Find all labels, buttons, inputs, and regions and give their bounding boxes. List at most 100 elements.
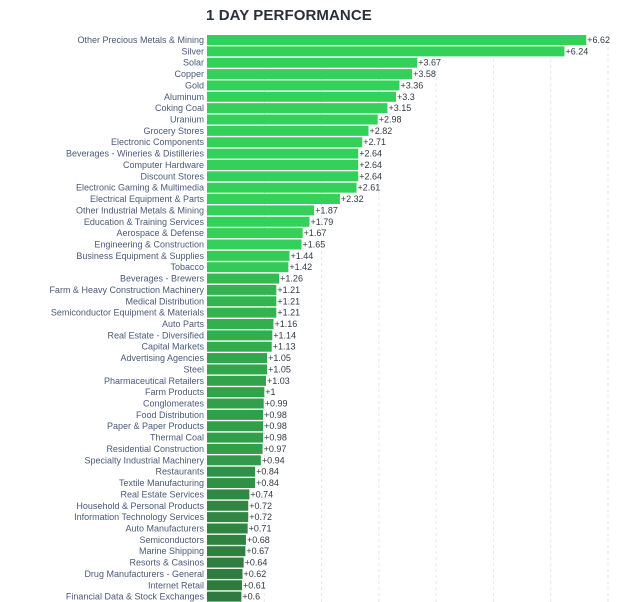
bar [207, 262, 289, 273]
value-label: +0.62 [244, 569, 267, 579]
value-label: +0.72 [249, 501, 272, 511]
value-label: +0.99 [265, 399, 288, 409]
bar [207, 239, 302, 250]
value-label: +2.82 [370, 126, 393, 136]
bar [207, 466, 256, 477]
bar [207, 432, 264, 443]
value-label: +1.21 [277, 296, 300, 306]
category-label: Conglomerates [143, 399, 205, 409]
value-label: +0.94 [262, 455, 285, 465]
category-label: Discount Stores [140, 171, 204, 181]
bar [207, 319, 274, 329]
value-label: +3.15 [388, 103, 411, 113]
category-label: Textile Manufacturing [119, 478, 204, 488]
bar [207, 159, 359, 170]
bar [207, 69, 413, 80]
value-label: +1.65 [303, 239, 326, 249]
value-label: +0.61 [243, 580, 266, 590]
value-label: +2.64 [359, 160, 382, 170]
bar [207, 500, 249, 511]
bar [207, 364, 268, 375]
category-label: Silver [181, 46, 204, 56]
category-label: Other Industrial Metals & Mining [76, 205, 204, 215]
category-label: Medical Distribution [125, 296, 204, 306]
bar [207, 375, 267, 386]
category-label: Aerospace & Defense [116, 228, 204, 238]
value-label: +1.44 [290, 251, 313, 261]
category-label: Semiconductor Equipment & Materials [51, 308, 205, 318]
bar [207, 443, 263, 454]
category-label: Real Estate Services [120, 489, 204, 499]
category-label: Specialty Industrial Machinery [84, 455, 204, 465]
bar [207, 125, 369, 136]
category-label: Uranium [170, 115, 204, 125]
bar [207, 455, 261, 466]
value-label: +0.84 [256, 467, 279, 477]
bar [207, 171, 359, 182]
value-label: +2.32 [341, 194, 364, 204]
category-label: Steel [183, 364, 204, 374]
category-label: Farm Products [145, 387, 205, 397]
bar [207, 103, 388, 114]
category-label: Computer Hardware [123, 160, 204, 170]
value-label: +0.67 [246, 546, 269, 556]
value-label: +1.21 [277, 308, 300, 318]
value-label: +0.71 [249, 523, 272, 533]
value-label: +3.58 [413, 69, 436, 79]
bar [207, 91, 397, 102]
value-label: +0.64 [245, 558, 268, 568]
category-label: Marine Shipping [139, 546, 204, 556]
bars [207, 35, 587, 602]
category-label: Food Distribution [136, 410, 204, 420]
bar [207, 421, 264, 432]
bar [207, 114, 378, 125]
value-label: +2.64 [359, 149, 382, 159]
value-label: +1.87 [315, 205, 338, 215]
category-label: Aluminum [164, 92, 204, 102]
value-label: +1.03 [267, 376, 290, 386]
bar [207, 216, 310, 227]
chart-title: 1 DAY PERFORMANCE [206, 7, 372, 24]
value-label: +0.72 [249, 512, 272, 522]
category-label: Household & Personal Products [76, 501, 204, 511]
bar [207, 409, 264, 420]
category-label: Information Technology Services [74, 512, 204, 522]
bar [207, 46, 565, 57]
category-label: Resorts & Casinos [129, 558, 204, 568]
bar [207, 580, 242, 591]
category-label: Engineering & Construction [94, 239, 204, 249]
bar [207, 182, 357, 193]
value-label: +0.84 [256, 478, 279, 488]
category-label: Thermal Coal [150, 433, 204, 443]
category-label: Internet Retail [148, 580, 204, 590]
bar [207, 341, 272, 352]
value-label: +6.24 [565, 46, 588, 56]
category-label: Gold [185, 80, 204, 90]
category-label: Auto Parts [162, 319, 205, 329]
bar [207, 512, 249, 523]
value-label: +3.67 [418, 58, 441, 68]
bar [207, 307, 277, 318]
bar [207, 273, 280, 284]
value-label: +0.98 [264, 421, 287, 431]
bar [207, 250, 290, 261]
category-label: Paper & Paper Products [107, 421, 205, 431]
value-label: +0.74 [250, 489, 273, 499]
category-label: Advertising Agencies [120, 353, 204, 363]
value-label: +1 [265, 387, 275, 397]
bar [207, 489, 250, 500]
value-labels: +6.62+6.24+3.67+3.58+3.36+3.3+3.15+2.98+… [242, 35, 610, 602]
value-label: +1.67 [304, 228, 327, 238]
bar [207, 284, 277, 295]
value-label: +1.05 [268, 353, 291, 363]
value-label: +2.98 [379, 115, 402, 125]
bar [207, 591, 242, 602]
category-label: Business Equipment & Supplies [76, 251, 204, 261]
category-label: Beverages - Brewers [120, 274, 205, 284]
category-label: Pharmaceutical Retailers [104, 376, 205, 386]
value-label: +2.71 [363, 137, 386, 147]
category-label: Residential Construction [106, 444, 204, 454]
bar [207, 205, 315, 216]
